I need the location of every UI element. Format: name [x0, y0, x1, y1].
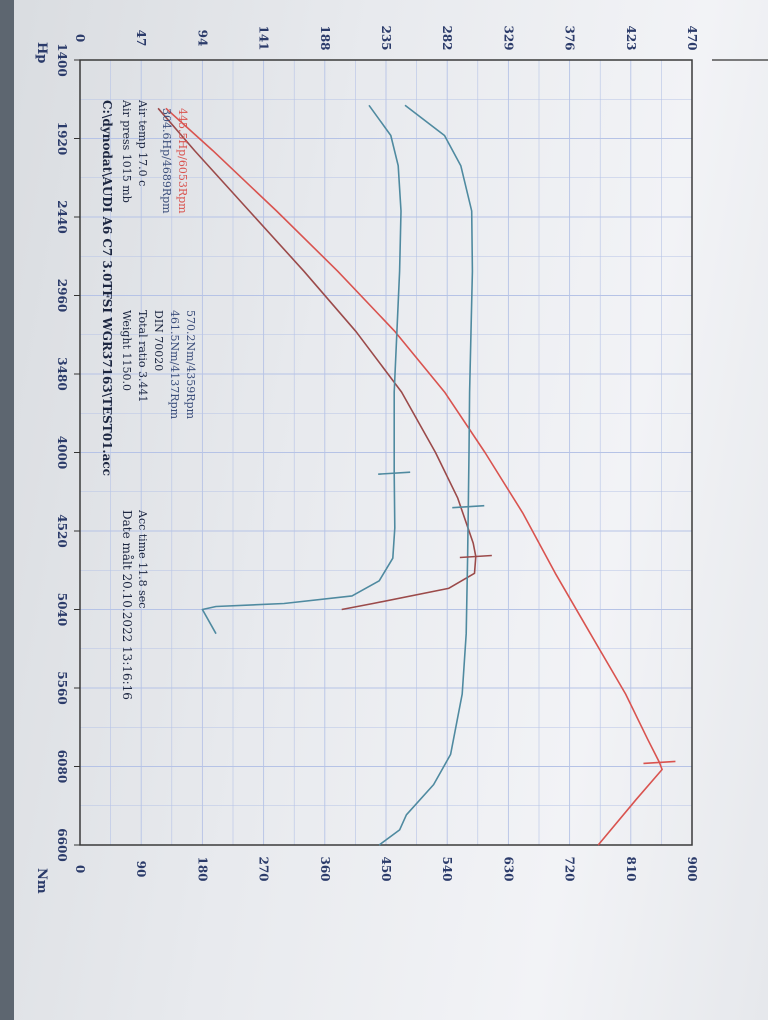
date-measured: Date målt 20.10.2022 13:16:16: [120, 510, 135, 700]
hp-tick-label: 470: [685, 25, 699, 50]
nm-blue-peak: 461.5Nm/4137Rpm: [168, 310, 181, 420]
air-press: Air press 1015 mb: [120, 99, 133, 203]
curves: [157, 104, 676, 846]
peak-marker: [378, 471, 411, 475]
hp-tick-label: 235: [379, 25, 393, 50]
peak-marker: [459, 554, 492, 559]
hp-blue-peak: 304.6Hp/4689Rpm: [160, 108, 173, 214]
total-ratio: Total ratio 3.441: [136, 310, 149, 402]
rpm-tick-label: 1400: [55, 43, 69, 76]
hp-tick-label: 141: [257, 25, 271, 50]
hp-tick-label: 376: [563, 25, 577, 50]
hp-tick-label: 47: [134, 30, 148, 47]
hp-tick-label: 329: [501, 25, 515, 50]
curve-hp-2: [157, 107, 477, 611]
weight: Weight 1150.0: [120, 310, 133, 391]
nm-red-peak: 570.2Nm/4359Rpm: [184, 310, 197, 420]
nm-tick-label: 450: [379, 856, 393, 881]
peak-marker: [643, 760, 676, 765]
nm-tick-label: 360: [318, 856, 332, 881]
curve-nm-3: [378, 104, 474, 846]
rpm-tick-label: 4520: [55, 514, 69, 547]
nm-tick-label: 90: [134, 861, 148, 878]
hp-tick-label: 0: [73, 34, 87, 42]
hp-unit-label: Hp: [34, 42, 49, 63]
nm-ticks: 0 90 180 270 360 450 540 630 720 810 900: [73, 856, 699, 881]
background-edge: [0, 0, 14, 1020]
nm-tick-label: 180: [195, 856, 209, 881]
file-path: C:\dynodat\AUDI A6 C7 3.0TFSI WGR37163\T…: [100, 100, 114, 476]
hp-ticks: 0 47 94 141 188 235 282 329 376 423 470: [73, 25, 699, 50]
curve-hp-1: [165, 107, 663, 846]
rpm-tick-label: 4000: [55, 436, 69, 469]
din: DIN 70020: [152, 310, 165, 371]
hp-tick-label: 282: [440, 25, 454, 50]
nm-tick-label: 270: [257, 856, 271, 881]
nm-unit-label: Nm: [34, 868, 49, 894]
nm-tick-label: 630: [501, 856, 515, 881]
rpm-tick-label: 3480: [55, 357, 69, 390]
rpm-tick-label: 5560: [55, 671, 69, 704]
nm-tick-label: 720: [563, 856, 577, 881]
curve-nm-4: [201, 104, 402, 635]
hp-tick-label: 423: [624, 25, 638, 50]
nm-tick-label: 900: [685, 856, 699, 881]
rpm-tick-label: 6600: [55, 828, 69, 861]
nm-tick-label: 540: [440, 856, 454, 881]
rpm-ticks: 1400 1920 2440 2960 3480 4000 4520 5040 5560 6080…: [55, 43, 80, 862]
rpm-tick-label: 5040: [55, 593, 69, 626]
acc-time: Acc time 11.8 sec: [136, 509, 149, 608]
rpm-tick-label: 6080: [55, 750, 69, 783]
hp-tick-label: 188: [318, 25, 332, 50]
rpm-tick-label: 1920: [55, 122, 69, 155]
rpm-tick-label: 2960: [55, 279, 69, 312]
nm-tick-label: 810: [624, 856, 638, 881]
hp-tick-label: 94: [195, 30, 209, 47]
peak-marker: [452, 504, 485, 509]
rpm-tick-label: 2440: [55, 200, 69, 233]
air-temp: Air temp 17.0 c: [136, 99, 149, 186]
nm-tick-label: 0: [73, 865, 87, 873]
hp-red-peak: 445.5Hp/6053Rpm: [176, 108, 189, 214]
